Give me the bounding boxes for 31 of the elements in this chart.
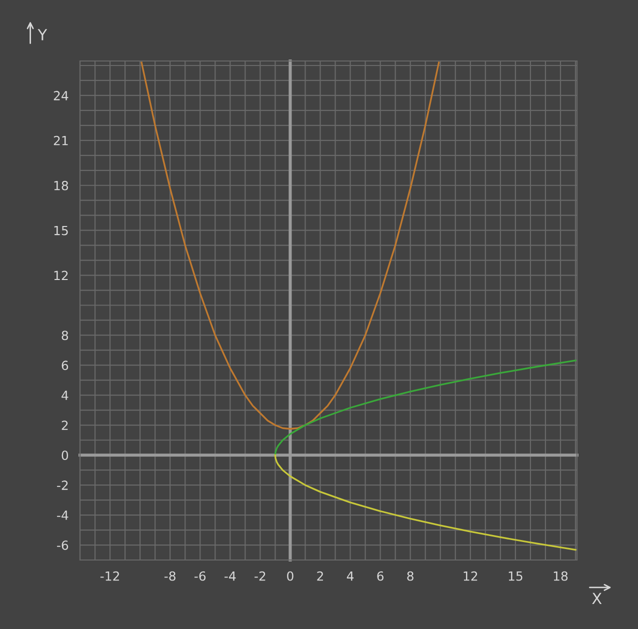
x-tick-label: 15 — [508, 571, 522, 581]
y-tick-label: 0 — [62, 450, 68, 460]
x-tick-label: 6 — [377, 571, 384, 581]
y-tick-label: 8 — [62, 330, 68, 340]
line-series — [274, 360, 576, 456]
x-tick-label: 2 — [317, 571, 323, 581]
x-tick-label: 18 — [554, 571, 568, 581]
y-tick-label: -4 — [57, 510, 68, 520]
x-tick-label: -2 — [254, 571, 266, 581]
x-tick-label: 12 — [464, 571, 478, 581]
x-tick-label: -8 — [164, 571, 176, 581]
x-axis-title: X — [592, 592, 602, 604]
y-tick-label: 18 — [54, 180, 68, 190]
y-tick-label: 21 — [54, 136, 68, 146]
y-tick-label: 12 — [54, 270, 68, 280]
line-series — [140, 62, 440, 430]
y-tick-label: -6 — [57, 540, 68, 550]
y-tick-label: 2 — [62, 420, 68, 430]
y-tick-label: 6 — [62, 360, 68, 370]
line-series — [274, 454, 576, 551]
x-tick-label: 0 — [287, 571, 294, 581]
x-tick-label: 8 — [407, 571, 414, 581]
x-tick-label: -4 — [224, 571, 236, 581]
y-tick-label: 24 — [54, 90, 68, 100]
y-tick-label: -2 — [57, 480, 68, 490]
y-tick-label: 4 — [62, 390, 68, 400]
y-axis-title: Y — [38, 29, 48, 40]
y-tick-label: 15 — [54, 226, 68, 236]
x-tick-label: 4 — [346, 571, 354, 581]
x-tick-label: -12 — [100, 571, 119, 581]
x-tick-label: -6 — [194, 571, 206, 581]
